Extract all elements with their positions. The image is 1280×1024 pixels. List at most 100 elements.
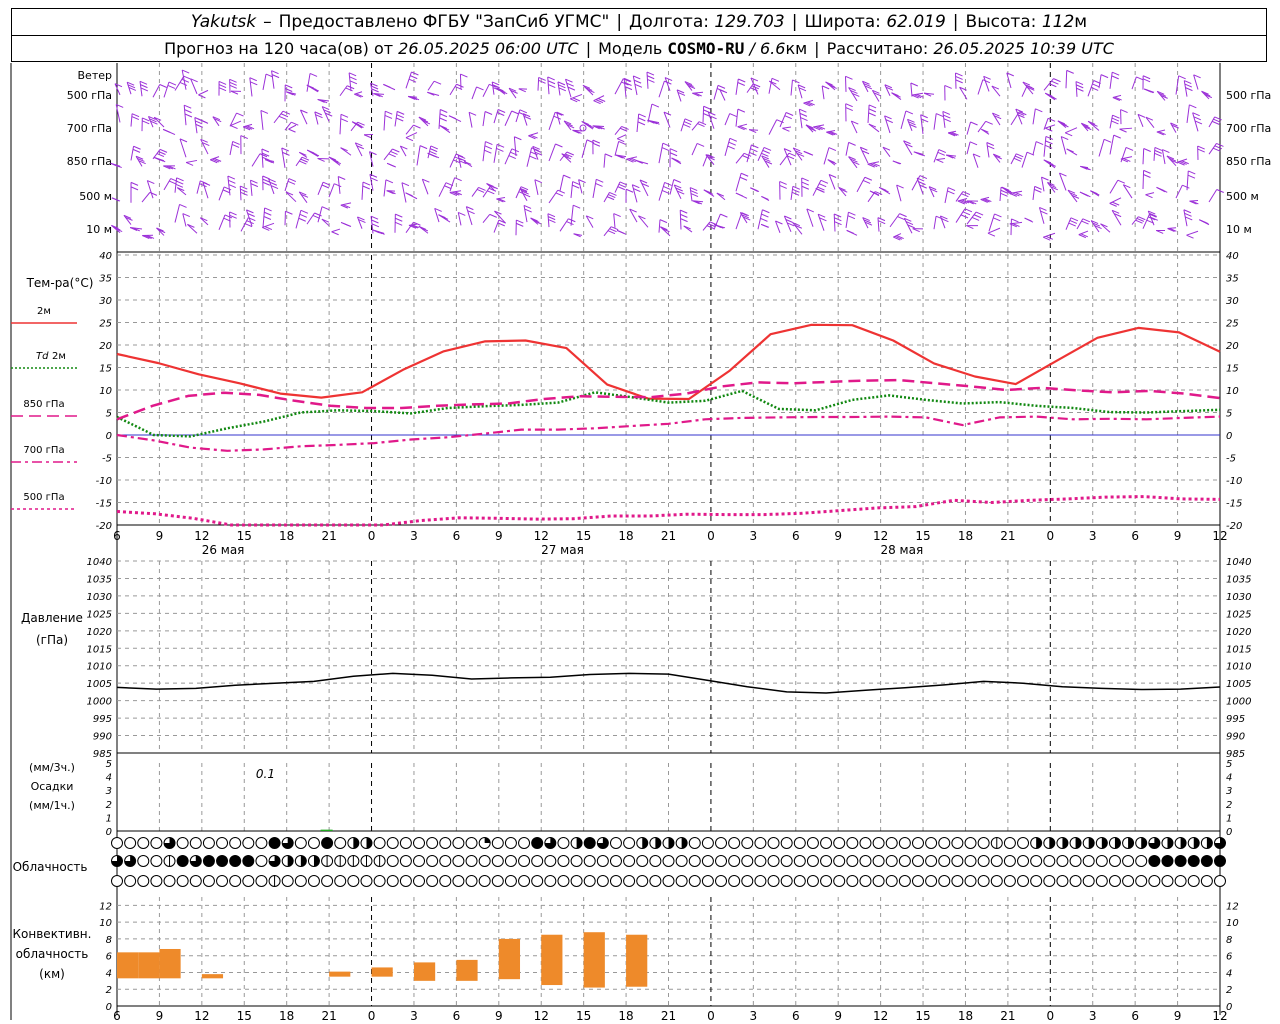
wind-barb-flag: [587, 89, 595, 93]
wind-barb-flag: [563, 174, 571, 179]
precip-bar: [320, 829, 333, 831]
wind-barb-flag: [1000, 192, 1008, 197]
wind-barb-flag: [709, 115, 717, 120]
wind-barb-flag: [331, 231, 339, 236]
wind-barb-flag: [114, 164, 122, 169]
wind-barb-flag: [317, 157, 325, 162]
wind-barb-flag: [617, 154, 626, 159]
cloud-cell-half: [300, 855, 307, 867]
wind-barb-flag: [158, 151, 166, 155]
wind-barb-flag: [1016, 153, 1024, 158]
wind-barb-flag: [696, 142, 705, 147]
cloud-cell: [1122, 875, 1135, 887]
cloud-cell: [360, 875, 373, 887]
forecast-start: 26.05.2025 06:00 UTC: [398, 39, 579, 58]
precip-tick-label: 3: [106, 786, 112, 797]
wind-barb-flag: [260, 109, 269, 114]
wind-barb-flag: [185, 162, 194, 166]
wind-barb-flag: [829, 130, 838, 135]
hour-label: 15: [915, 529, 930, 543]
wind-barb: [114, 83, 121, 96]
wind-barb: [659, 226, 671, 237]
wind-barb-flag: [211, 158, 220, 163]
wind-barb-flag: [663, 185, 671, 190]
wind-barb-flag: [896, 184, 904, 189]
wind-barb-flag: [522, 193, 531, 198]
wind-barb: [532, 146, 539, 160]
wind-barb-flag: [231, 143, 240, 148]
cloud-cell: [780, 837, 793, 849]
wind-barb: [986, 142, 990, 158]
cloud-cell-half: [1075, 837, 1082, 849]
wind-barb-flag: [761, 152, 769, 157]
wind-barb-flag: [1090, 220, 1099, 224]
hour-label: 3: [1089, 529, 1097, 543]
wind-barb-flag: [1111, 209, 1120, 214]
wind-barb-flag: [985, 120, 993, 125]
wind-barb-flag: [815, 126, 823, 130]
hour-label-bottom: 3: [1089, 1009, 1097, 1023]
wind-barb-flag: [868, 112, 876, 117]
wind-barb-flag: [1014, 155, 1023, 160]
wind-barb: [1186, 104, 1190, 123]
wind-barb-flag: [521, 190, 529, 195]
wind-barb-flag: [357, 216, 365, 221]
wind-barb: [735, 152, 745, 164]
cloud-cell: [885, 855, 898, 867]
wind-barb-flag: [556, 111, 564, 116]
wind-barb-flag: [1189, 104, 1197, 109]
cloud-cell: [504, 855, 517, 867]
hour-label: 9: [1174, 529, 1182, 543]
wind-barb-flag: [792, 222, 801, 227]
wind-barb-flag: [1027, 86, 1035, 91]
hour-label-bottom: 15: [576, 1009, 591, 1023]
wind-barb: [176, 187, 187, 196]
cloud-cell-three-quarter: [111, 855, 123, 867]
wind-barb-flag: [355, 93, 364, 98]
wind-barb-flag: [229, 81, 237, 86]
wind-barb: [230, 120, 242, 127]
hour-label-bottom: 6: [113, 1009, 121, 1023]
wind-barb-flag: [1113, 134, 1121, 139]
wind-barb: [900, 110, 907, 130]
wind-barb-flag: [1090, 87, 1099, 91]
wind-barb-flag: [131, 113, 140, 118]
wind-barb-flag: [284, 88, 293, 92]
wind-barb: [130, 113, 133, 127]
wind-barb-flag: [829, 84, 837, 89]
wind-barb-flag: [125, 216, 133, 221]
wind-barb-flag: [1015, 108, 1024, 113]
wind-barb-flag: [637, 121, 646, 126]
wind-barb: [494, 210, 506, 223]
wind-barb-flag: [309, 72, 318, 77]
wind-barb-flag: [261, 148, 270, 153]
wind-barb-flag: [168, 81, 177, 86]
wind-barb-flag: [370, 82, 378, 87]
hour-label-bottom: 9: [834, 1009, 842, 1023]
wind-barb: [992, 112, 1001, 126]
conv-title-2: облачность: [16, 947, 89, 961]
cloud-cell: [399, 875, 412, 887]
wind-barb-flag: [969, 141, 978, 146]
wind-barb: [369, 174, 374, 191]
wind-barb-flag: [1117, 179, 1126, 184]
wind-barb: [493, 219, 500, 233]
wind-barb-flag: [456, 83, 464, 88]
wind-barb-flag: [1044, 144, 1053, 149]
wind-barb-flag: [862, 217, 870, 221]
wind-barb-flag: [716, 192, 725, 197]
wind-barb-flag: [784, 215, 792, 220]
wind-barb-flag: [1178, 75, 1186, 80]
wind-barb: [999, 187, 1002, 202]
wind-barb-flag: [287, 180, 296, 185]
wind-barb-flag: [561, 153, 569, 158]
cloud-cell-half: [576, 837, 583, 849]
wind-barb-flag: [340, 147, 348, 152]
wind-barb-flag: [407, 95, 416, 100]
wind-barb: [262, 207, 266, 228]
wind-barb-flag: [371, 223, 380, 228]
wind-barb-flag: [1083, 193, 1091, 198]
wind-barb: [212, 116, 220, 127]
wind-barb-flag: [1183, 209, 1192, 214]
wind-barb-flag: [1111, 75, 1119, 80]
